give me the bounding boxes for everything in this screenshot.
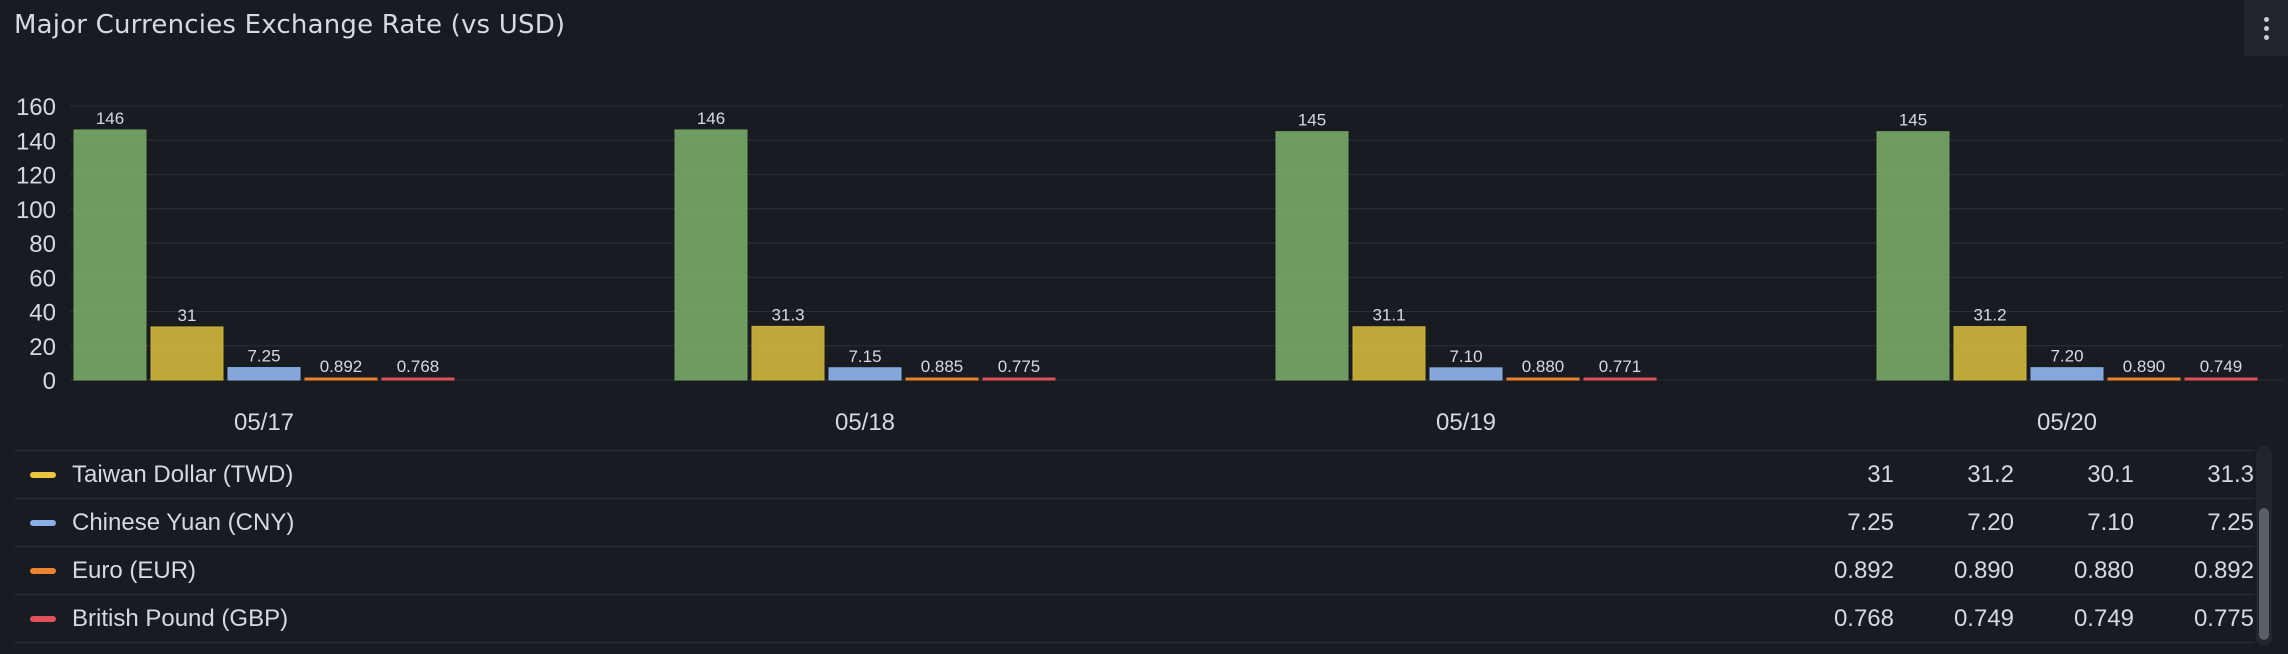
legend-row[interactable]: British Pound (GBP) 0.768 0.749 0.749 0.775	[14, 594, 2254, 643]
legend-color-swatch	[30, 615, 56, 622]
data-label: 0.892	[320, 357, 363, 376]
legend-value: 30.1	[2087, 460, 2134, 488]
data-label: 0.771	[1599, 357, 1642, 376]
legend-value: 31.2	[1967, 460, 2014, 488]
y-tick-label: 80	[29, 231, 56, 258]
x-tick-label: 05/20	[2037, 409, 2097, 436]
data-label: 145	[1298, 111, 1326, 130]
x-tick-label: 05/17	[234, 409, 294, 436]
legend-values: 0.892 0.890 0.880 0.892	[1798, 547, 2254, 594]
legend-row[interactable]: Chinese Yuan (CNY) 7.25 7.20 7.10 7.25	[14, 498, 2254, 546]
y-tick-label: 40	[29, 300, 56, 327]
data-label: 145	[1899, 111, 1927, 130]
x-tick-label: 05/18	[835, 409, 895, 436]
bar-jpy	[674, 129, 748, 381]
data-label: 7.20	[2050, 347, 2083, 366]
kebab-menu-icon	[2263, 15, 2269, 42]
data-label: 0.768	[397, 357, 440, 376]
legend-color-swatch	[30, 471, 56, 478]
legend-value: 0.890	[1953, 556, 2014, 584]
scrollbar-thumb[interactable]	[2259, 508, 2269, 640]
y-tick-label: 120	[16, 163, 56, 190]
y-tick-label: 160	[16, 94, 56, 121]
data-label: 31.2	[1973, 306, 2006, 325]
data-label: 31.3	[771, 305, 804, 324]
panel-menu-button[interactable]	[2244, 0, 2288, 56]
bar-jpy	[1275, 131, 1349, 381]
legend-value: 0.775	[2193, 604, 2254, 632]
legend-row[interactable]: Taiwan Dollar (TWD) 31 31.2 30.1 31.3	[14, 450, 2254, 498]
y-tick-label: 20	[29, 334, 56, 361]
bar-cny	[2030, 367, 2104, 381]
data-label: 31	[178, 306, 197, 325]
legend-value: 7.25	[1847, 508, 1894, 536]
legend-series-name: British Pound (GBP)	[72, 604, 289, 632]
legend-row[interactable]: Euro (EUR) 0.892 0.890 0.880 0.892	[14, 546, 2254, 594]
legend-color-swatch	[30, 567, 56, 574]
bar-jpy	[73, 129, 147, 381]
bar-eur	[2107, 377, 2181, 381]
bar-twd	[150, 326, 224, 381]
data-label: 7.10	[1449, 347, 1482, 366]
y-tick-label: 140	[16, 128, 56, 155]
bar-cny	[828, 367, 902, 381]
y-tick-label: 0	[43, 368, 56, 395]
legend-value: 7.20	[1967, 508, 2014, 536]
legend-values: 0.768 0.749 0.749 0.775	[1798, 595, 2254, 642]
data-label: 7.15	[848, 347, 881, 366]
data-label: 146	[697, 109, 725, 128]
legend-values: 7.25 7.20 7.10 7.25	[1798, 499, 2254, 546]
bar-gbp	[982, 377, 1056, 381]
bar-twd	[1352, 326, 1426, 381]
legend-series-name: Euro (EUR)	[72, 556, 197, 584]
legend-value: 31	[1867, 460, 1894, 488]
bar-eur	[905, 377, 979, 381]
data-label: 146	[96, 109, 124, 128]
legend-value: 0.892	[1833, 556, 1894, 584]
bar-gbp	[1583, 377, 1657, 381]
legend-value: 0.749	[1953, 604, 2014, 632]
bar-twd	[1953, 326, 2027, 381]
legend-value: 0.749	[2073, 604, 2134, 632]
legend-value: 0.880	[2073, 556, 2134, 584]
legend-color-swatch	[30, 519, 56, 526]
panel-title: Major Currencies Exchange Rate (vs USD)	[14, 10, 566, 40]
legend-scrollbar[interactable]	[2256, 446, 2272, 646]
y-tick-label: 100	[16, 197, 56, 224]
data-label: 0.749	[2200, 357, 2243, 376]
legend-series-name: Chinese Yuan (CNY)	[72, 508, 295, 536]
bar-eur	[1506, 377, 1580, 381]
legend-value: 7.25	[2207, 508, 2254, 536]
bar-eur	[304, 377, 378, 381]
data-label: 31.1	[1372, 306, 1405, 325]
bar-cny	[1429, 367, 1503, 381]
bar-cny	[227, 367, 301, 381]
legend-value: 0.892	[2193, 556, 2254, 584]
data-label: 0.890	[2123, 357, 2166, 376]
legend-value: 31.3	[2207, 460, 2254, 488]
legend-table: Taiwan Dollar (TWD) 31 31.2 30.1 31.3 Chinese…	[14, 450, 2254, 643]
data-label: 0.880	[1522, 357, 1565, 376]
legend-value: 0.768	[1833, 604, 1894, 632]
legend-value: 7.10	[2087, 508, 2134, 536]
legend-values: 31 31.2 30.1 31.3	[1798, 451, 2254, 498]
bar-gbp	[381, 377, 455, 381]
bar-twd	[751, 325, 825, 381]
bar-chart: 0 20 40 60 80 100 120 140 160 146 31 7.25 0.892 0.768…	[16, 94, 2283, 436]
legend-series-name: Taiwan Dollar (TWD)	[72, 460, 294, 488]
data-label: 7.25	[247, 347, 280, 366]
y-tick-label: 60	[29, 265, 56, 292]
bar-jpy	[1876, 131, 1950, 381]
data-label: 0.775	[998, 357, 1041, 376]
data-label: 0.885	[921, 357, 964, 376]
x-tick-label: 05/19	[1436, 409, 1496, 436]
bar-gbp	[2184, 377, 2258, 381]
